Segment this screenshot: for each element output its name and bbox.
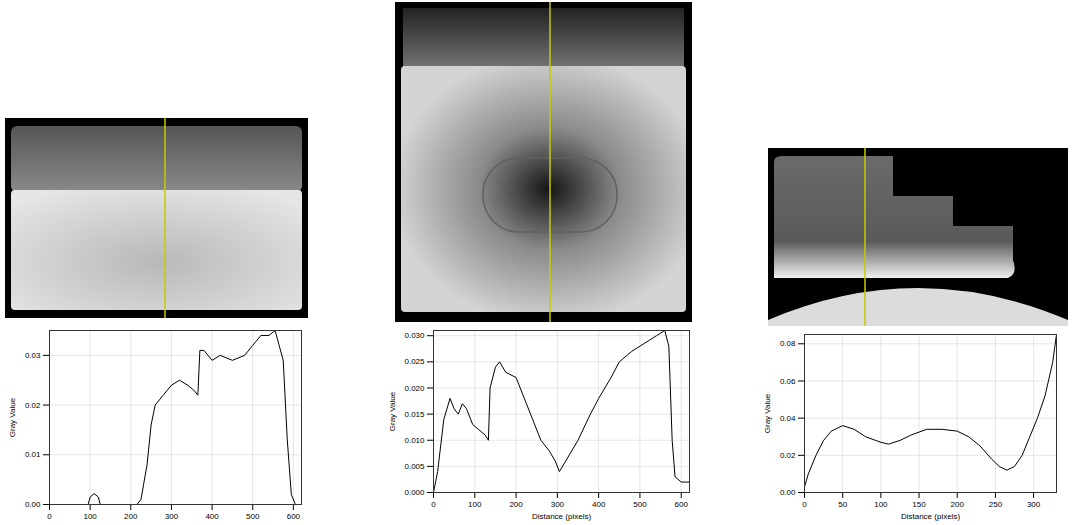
svg-text:0.06: 0.06: [780, 377, 796, 386]
svg-text:150: 150: [912, 500, 926, 509]
svg-text:0.000: 0.000: [404, 488, 425, 497]
svg-text:Gray Value: Gray Value: [8, 397, 17, 437]
svg-text:0.010: 0.010: [404, 436, 425, 445]
svg-text:0: 0: [431, 500, 436, 509]
svg-text:Gray Value: Gray Value: [388, 391, 397, 431]
svg-text:300: 300: [1027, 500, 1041, 509]
svg-text:0.015: 0.015: [404, 410, 425, 419]
svg-text:100: 100: [468, 500, 482, 509]
svg-text:500: 500: [246, 512, 260, 521]
svg-text:0.030: 0.030: [404, 331, 425, 340]
svg-text:0.02: 0.02: [780, 451, 796, 460]
svg-text:Distance (pixels): Distance (pixels): [901, 512, 960, 521]
svg-text:0: 0: [47, 512, 52, 521]
svg-text:0.005: 0.005: [404, 462, 425, 471]
svg-text:200: 200: [124, 512, 138, 521]
svg-text:0.00: 0.00: [25, 500, 41, 509]
svg-text:0.08: 0.08: [780, 339, 796, 348]
svg-text:300: 300: [165, 512, 179, 521]
svg-text:600: 600: [675, 500, 689, 509]
svg-text:Distance (pixels): Distance (pixels): [532, 512, 591, 521]
svg-text:600: 600: [287, 512, 301, 521]
svg-text:0.00: 0.00: [780, 488, 796, 497]
svg-text:0.02: 0.02: [25, 401, 41, 410]
svg-text:400: 400: [592, 500, 606, 509]
svg-text:200: 200: [509, 500, 523, 509]
svg-text:Gray Value: Gray Value: [763, 393, 772, 433]
svg-text:0.020: 0.020: [404, 384, 425, 393]
svg-text:100: 100: [874, 500, 888, 509]
svg-text:250: 250: [989, 500, 1003, 509]
svg-text:50: 50: [838, 500, 847, 509]
svg-text:300: 300: [551, 500, 565, 509]
svg-text:400: 400: [205, 512, 219, 521]
svg-text:0.03: 0.03: [25, 351, 41, 360]
svg-text:200: 200: [951, 500, 965, 509]
svg-text:0.025: 0.025: [404, 357, 425, 366]
svg-text:500: 500: [633, 500, 647, 509]
svg-text:0.04: 0.04: [780, 414, 796, 423]
svg-text:100: 100: [83, 512, 97, 521]
svg-text:0: 0: [802, 500, 807, 509]
svg-text:0.01: 0.01: [25, 450, 41, 459]
